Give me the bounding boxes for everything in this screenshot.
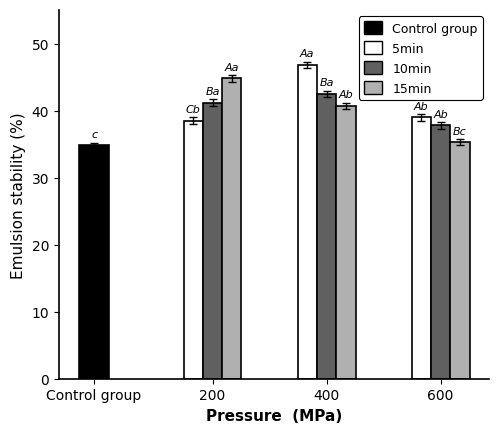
Legend: Control group, 5min, 10min, 15min: Control group, 5min, 10min, 15min bbox=[358, 17, 482, 100]
Bar bbox=[184, 122, 203, 379]
Bar bbox=[336, 107, 355, 379]
Bar bbox=[412, 118, 431, 379]
Bar bbox=[222, 79, 242, 379]
Bar bbox=[203, 103, 222, 379]
Bar bbox=[79, 146, 110, 379]
Bar bbox=[317, 95, 336, 379]
Text: Bc: Bc bbox=[453, 127, 467, 137]
Text: Cb: Cb bbox=[186, 105, 200, 115]
Text: Ab: Ab bbox=[434, 109, 448, 119]
Text: Ba: Ba bbox=[206, 87, 220, 97]
Bar bbox=[298, 66, 317, 379]
Text: Aa: Aa bbox=[224, 62, 239, 72]
Text: c: c bbox=[91, 130, 97, 140]
Bar bbox=[450, 143, 469, 379]
Text: Ab: Ab bbox=[338, 90, 353, 100]
Text: Aa: Aa bbox=[300, 49, 314, 59]
X-axis label: Pressure  (MPa): Pressure (MPa) bbox=[206, 408, 342, 423]
Bar bbox=[431, 126, 450, 379]
Text: Ab: Ab bbox=[414, 102, 428, 112]
Y-axis label: Emulsion stability (%): Emulsion stability (%) bbox=[11, 112, 26, 278]
Text: Ba: Ba bbox=[320, 78, 334, 88]
